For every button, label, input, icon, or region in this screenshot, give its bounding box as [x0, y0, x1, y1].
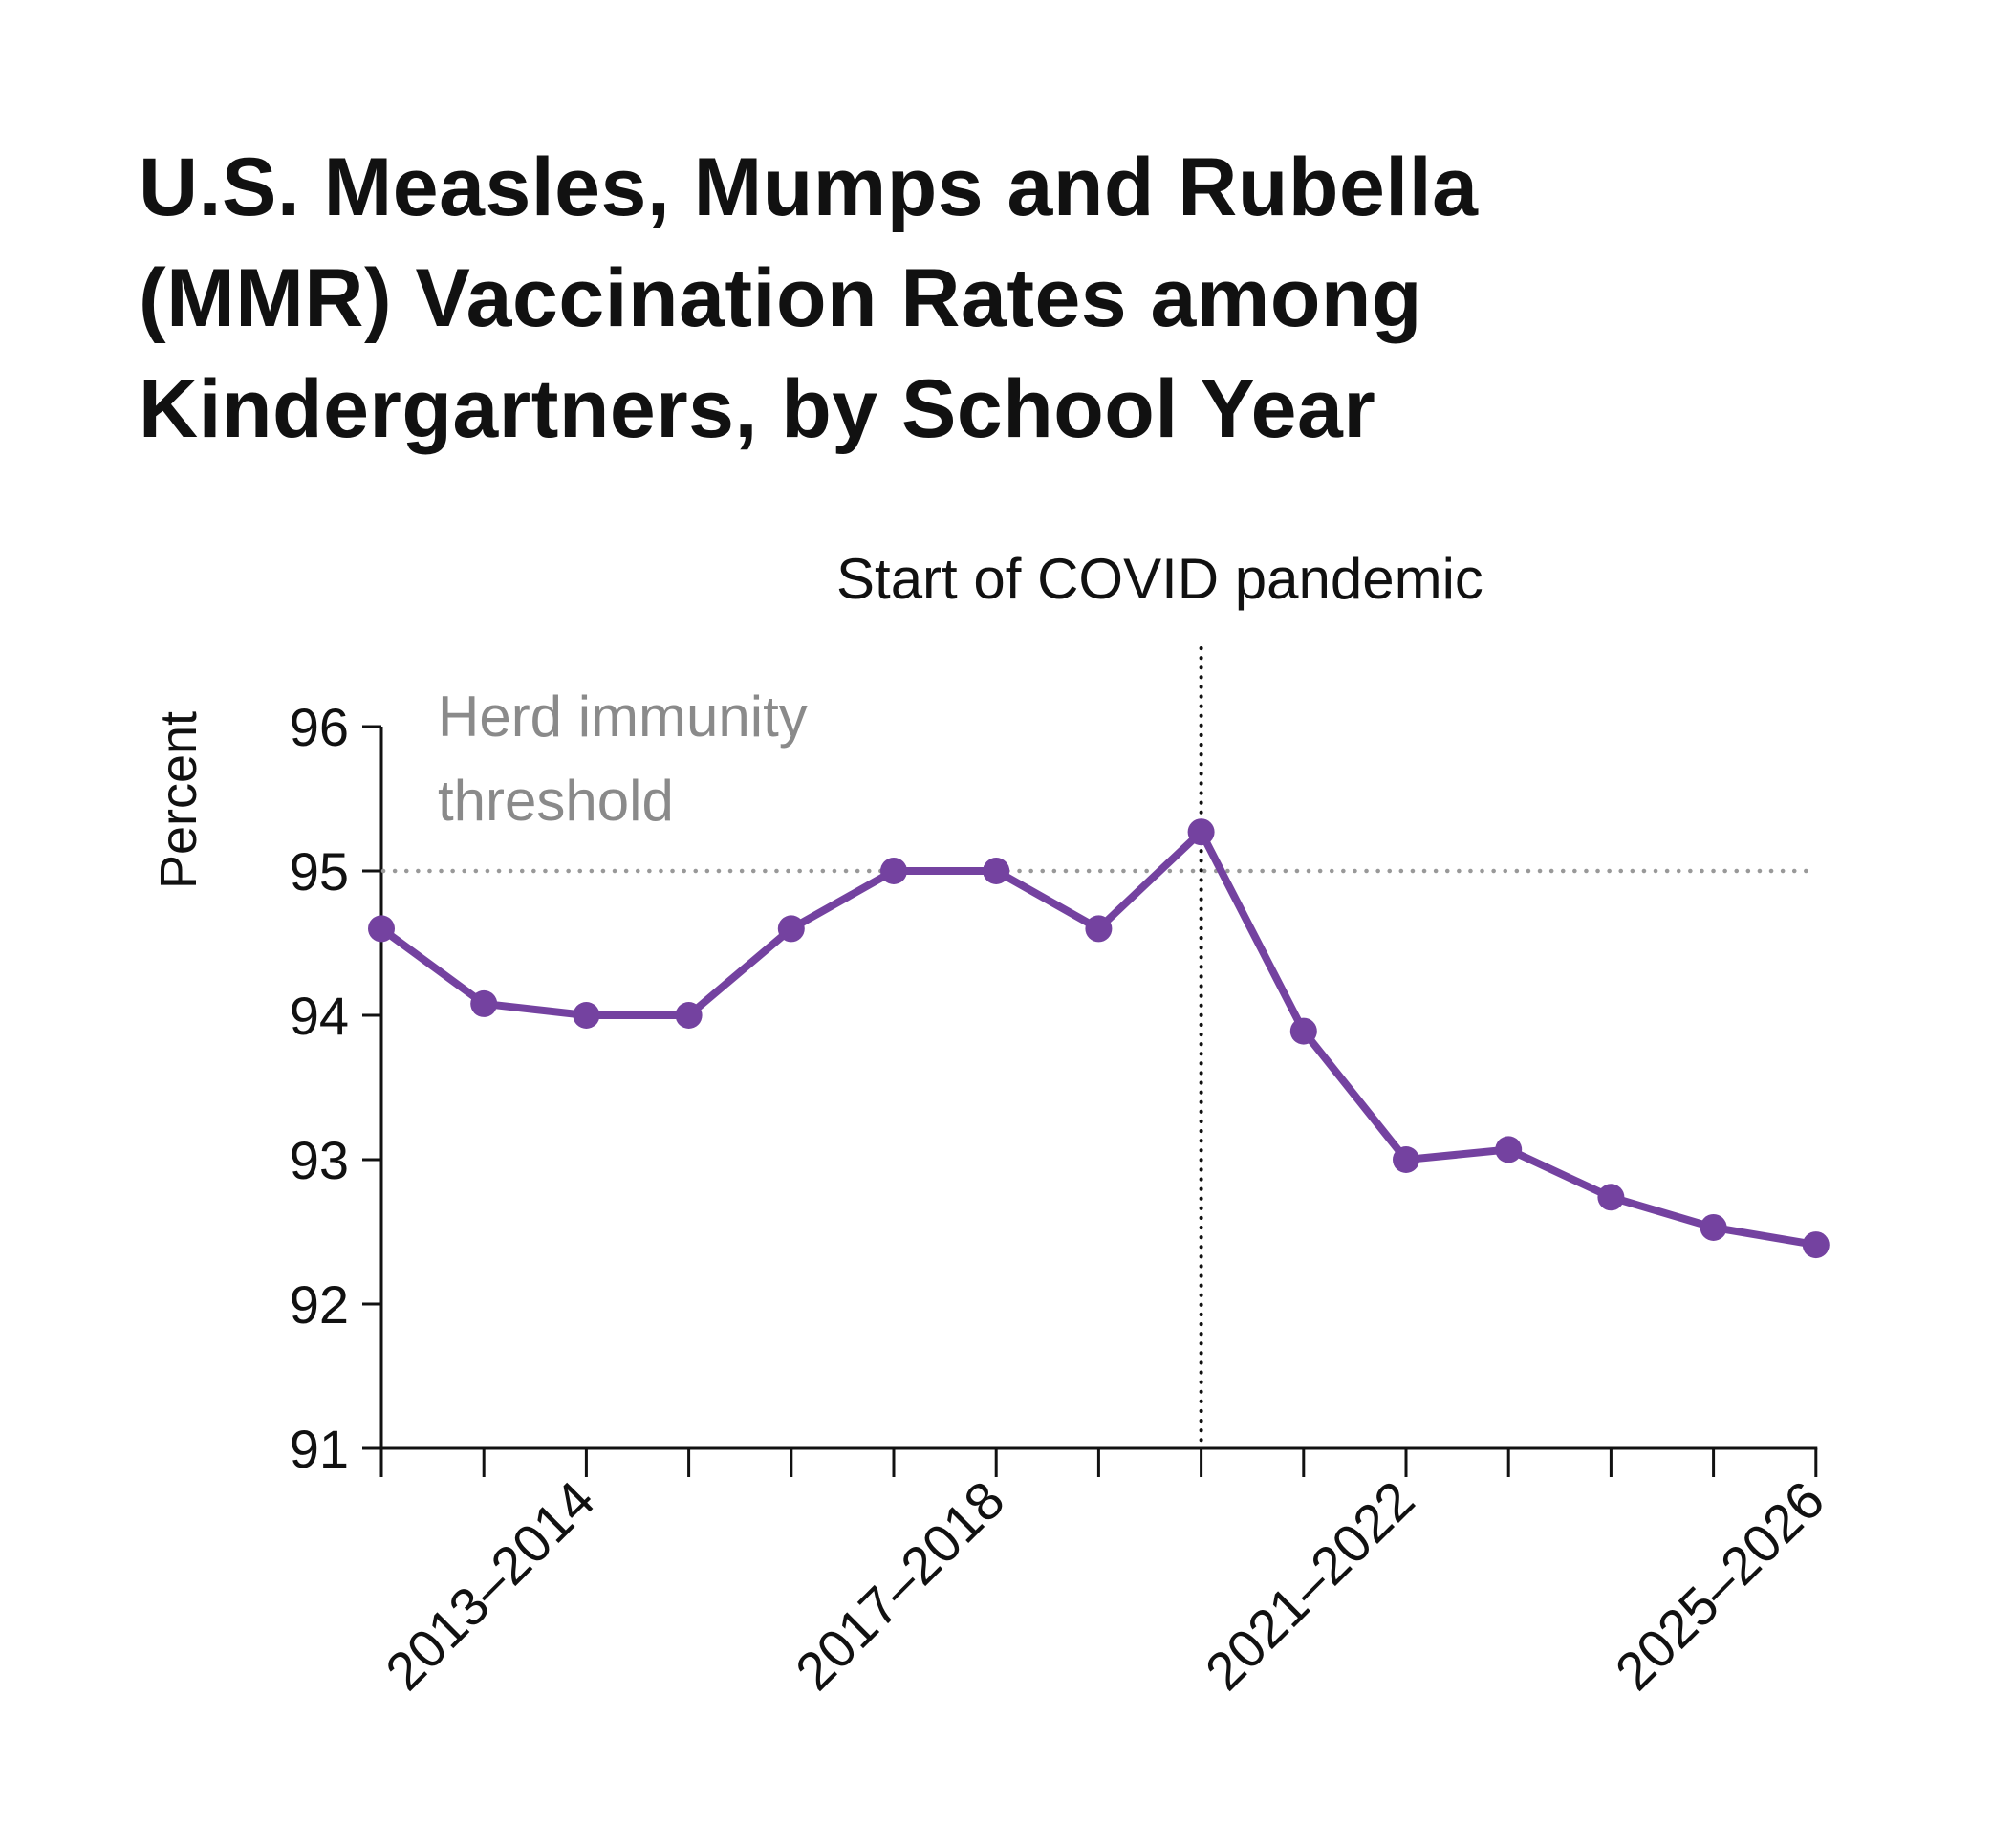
y-axis-title: Percent	[150, 711, 207, 889]
y-tick-label: 95	[290, 841, 349, 902]
data-point	[1802, 1231, 1830, 1259]
data-point	[368, 915, 395, 943]
threshold-label-line-2: threshold	[438, 769, 674, 833]
x-tick-label: 2021–2022	[1194, 1469, 1426, 1702]
chart-title-line-1: U.S. Measles, Mumps and Rubella	[139, 141, 1479, 233]
data-point	[1289, 1017, 1317, 1045]
x-tick-label: 2025–2026	[1604, 1469, 1836, 1702]
data-point	[1597, 1184, 1625, 1211]
covid-annotation-label: Start of COVID pandemic	[836, 547, 1483, 611]
x-tick-label: 2013–2014	[374, 1469, 606, 1702]
data-point	[675, 1002, 703, 1029]
reference-lines	[380, 646, 1819, 1450]
axis-layer: Percent 91 92 93 94 95 96 2013–2014 2017–2018 20…	[150, 697, 1835, 1702]
data-point	[470, 989, 498, 1017]
data-point	[1085, 915, 1113, 943]
series-layer	[368, 818, 1830, 1259]
annotation-layer: Start of COVID pandemic Herd immunity th…	[438, 547, 1483, 833]
y-tick-label: 96	[290, 697, 349, 757]
threshold-label-line-1: Herd immunity	[438, 685, 808, 749]
x-tick-label: 2017–2018	[784, 1469, 1016, 1702]
series-line	[378, 828, 1820, 1250]
data-point	[573, 1002, 600, 1029]
data-point	[777, 915, 805, 943]
y-tick-label: 91	[290, 1419, 349, 1479]
chart-title: U.S. Measles, Mumps and Rubella (MMR) Va…	[139, 132, 1859, 465]
chart-title-line-2: (MMR) Vaccination Rates among	[139, 252, 1422, 344]
data-point	[1700, 1213, 1727, 1241]
data-point	[1187, 818, 1215, 846]
data-point	[1495, 1136, 1523, 1163]
data-point	[880, 858, 907, 884]
chart-title-line-3: Kindergartners, by School Year	[139, 363, 1376, 455]
y-tick-label: 94	[290, 986, 349, 1046]
data-point	[983, 858, 1010, 884]
y-tick-label: 92	[290, 1274, 349, 1335]
y-tick-label: 93	[290, 1130, 349, 1190]
data-point	[1393, 1146, 1419, 1173]
